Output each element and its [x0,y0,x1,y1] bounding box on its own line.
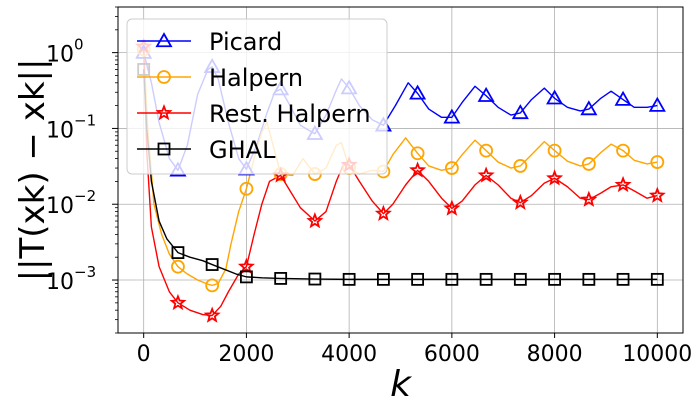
marker-star [203,306,221,323]
series-line-ghal [142,69,658,281]
marker-star [511,193,529,210]
marker-square [308,272,322,286]
marker-square [479,272,493,286]
legend-marker-circle [157,70,171,84]
marker-triangle [614,90,632,106]
y-tick-label: 10 −1 [46,111,96,143]
marker-star [409,161,427,178]
marker-circle [239,181,254,196]
marker-triangle [648,96,666,112]
legend-item: GHAL [137,136,276,164]
marker-circle [171,259,185,274]
marker-circle [444,161,459,175]
legend-item: Rest. Halpern [137,100,371,128]
marker-star [374,204,392,221]
marker-square [445,272,459,286]
marker-star [169,293,187,311]
marker-circle [479,143,494,158]
marker-circle [547,143,562,158]
x-axis-ticks: 0 2000 4000 6000 8000 10000 [137,333,692,367]
marker-square [582,272,596,286]
legend-label: Picard [209,28,282,56]
marker-star [306,212,324,229]
marker-circle [581,157,596,171]
x-tick-label: 2000 [218,342,274,367]
marker-square [411,272,425,286]
legend-label: GHAL [209,136,276,164]
legend: Picard Halpern Rest. Halpern GHAL [126,18,388,175]
plot-frame [117,6,684,334]
x-tick-label: 8000 [527,342,583,367]
y-tick-label: 10 0 [46,36,84,68]
marker-square [274,272,288,285]
marker-circle [616,143,630,158]
marker-square [513,272,527,286]
y-tick-exponent: −3 [74,263,96,281]
marker-square [342,272,356,286]
marker-square [548,272,561,286]
marker-square [376,272,390,286]
marker-star [546,169,564,186]
marker-square [205,258,219,271]
y-tick-exponent: −2 [74,187,96,205]
marker-star [477,166,495,183]
y-axis-label: ||T(xk) − xk|| [13,59,53,282]
legend-item: Halpern [137,64,303,92]
y-tick-base: 10 [46,270,74,295]
marker-square [650,272,664,286]
y-tick-base: 10 [46,43,74,68]
marker-star [580,190,598,207]
legend-marker-star [155,104,173,121]
x-tick-label: 10000 [622,342,692,367]
marker-circle [410,146,425,161]
y-tick-label: 10 −3 [46,263,96,295]
x-tick-label: 4000 [321,342,377,367]
marker-circle [650,155,665,169]
marker-triangle [580,100,598,116]
y-tick-exponent: −1 [74,111,96,129]
x-tick-label: 6000 [424,342,480,367]
y-tick-base: 10 [46,118,74,143]
marker-square [240,270,253,284]
marker-triangle [409,84,427,100]
legend-marker-square [157,142,171,156]
marker-triangle [546,89,564,105]
legend-label: Rest. Halpern [209,100,371,128]
marker-square [616,272,630,286]
marker-triangle [477,86,495,102]
x-axis-label: k [390,364,413,405]
legend-label: Halpern [209,64,303,92]
marker-circle [513,159,528,173]
y-tick-base: 10 [46,194,74,219]
marker-triangle [443,108,461,124]
y-tick-label: 10 −2 [46,187,96,219]
marker-square [171,246,185,260]
marker-circle [205,278,220,293]
legend-item: Picard [137,28,282,56]
legend-box [126,18,388,175]
x-tick-label: 0 [137,342,151,367]
marker-star [614,175,632,193]
marker-star [648,186,666,203]
legend-marker-triangle [155,32,173,48]
marker-star [443,199,461,216]
marker-star [237,257,255,274]
y-tick-exponent: 0 [74,36,84,54]
marker-triangle [511,104,529,120]
